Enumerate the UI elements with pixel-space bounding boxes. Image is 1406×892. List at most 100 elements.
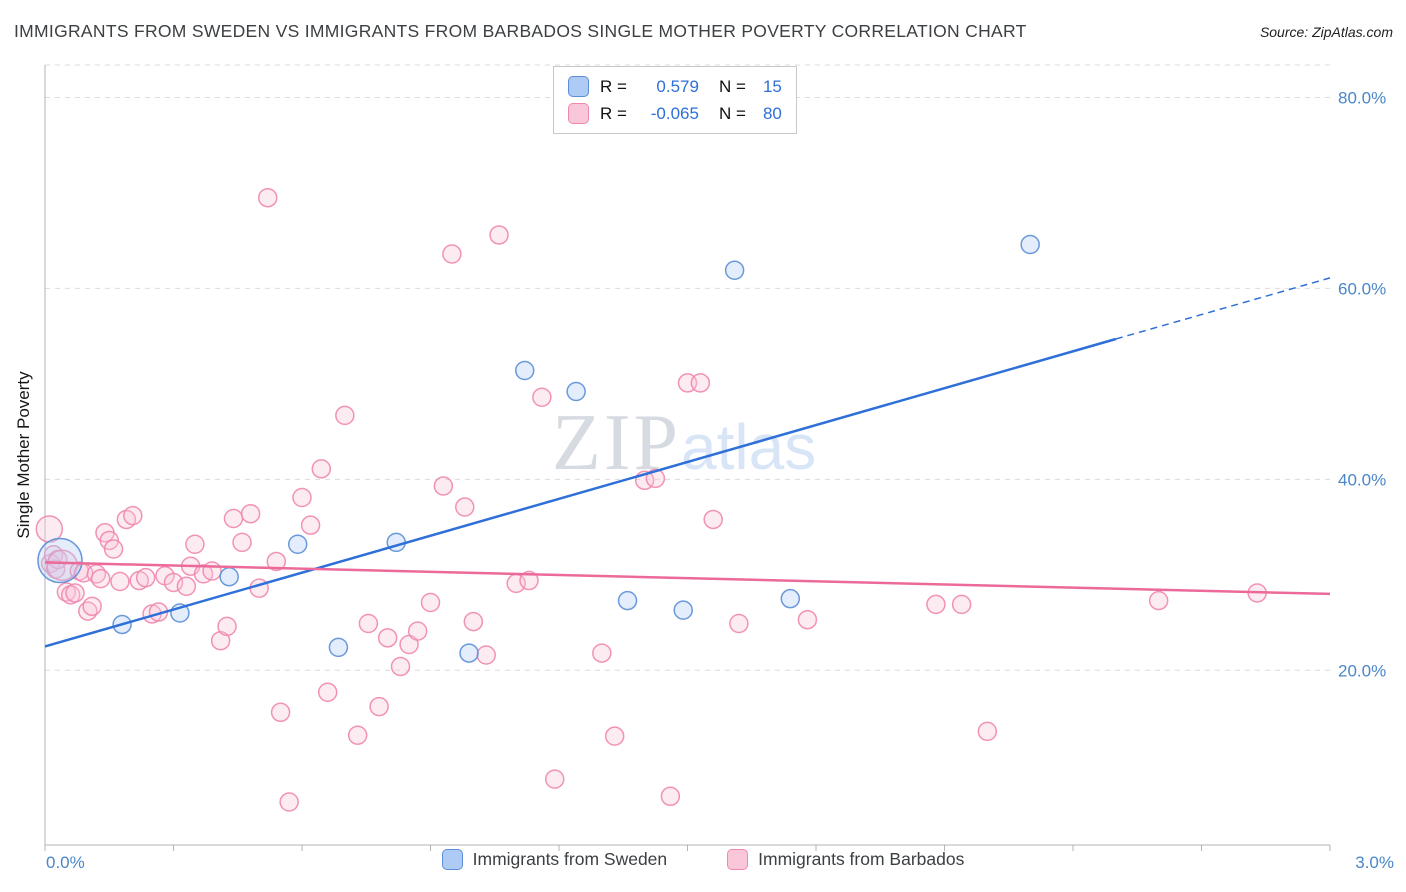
sweden-legend-swatch-icon (441, 849, 463, 870)
r-value-sweden: 0.579 (656, 76, 699, 96)
scatter-point (311, 459, 332, 479)
r-value-barbados: -0.065 (650, 103, 699, 123)
n-label: N = (718, 76, 746, 96)
y-axis-title: Single Mother Poverty (14, 371, 33, 539)
y-axis-tick-label: 40.0% (1338, 470, 1386, 489)
scatter-point (729, 613, 749, 634)
scatter-point (1020, 234, 1040, 255)
n-value-sweden: 15 (762, 76, 782, 96)
scatter-point (797, 609, 818, 630)
scatter-point (223, 508, 244, 529)
scatter-point (544, 769, 565, 789)
scatter-point (617, 590, 638, 611)
scatter-point (514, 360, 535, 381)
scatter-point (358, 613, 379, 634)
legend-item-sweden-label: Immigrants from Sweden (472, 849, 668, 869)
sweden-swatch-icon (568, 76, 589, 97)
scatter-point (46, 549, 78, 582)
scatter-point (780, 588, 801, 609)
scatter-point (217, 616, 237, 637)
scatter-point (257, 187, 278, 208)
trendline (44, 561, 1331, 596)
y-axis-tick-label: 60.0% (1338, 279, 1386, 298)
scatter-point (185, 534, 205, 555)
trendline-solid (44, 337, 1117, 648)
legend-item-barbados-label: Immigrants from Barbados (758, 849, 965, 869)
source-link[interactable]: Source: ZipAtlas.com (1259, 24, 1393, 40)
r-label: R = (600, 103, 627, 123)
scatter-point (135, 567, 156, 588)
legend-item-sweden: Immigrants from Sweden (441, 849, 668, 870)
r-label: R = (600, 76, 627, 96)
scatter-point (110, 571, 130, 592)
scatter-point (335, 405, 355, 426)
watermark-atlas: atlas (681, 411, 817, 483)
scatter-point (123, 505, 143, 526)
scatter-point (673, 600, 693, 620)
scatter-point (103, 539, 124, 559)
watermark: ZIPatlas (552, 398, 816, 489)
n-label: N = (718, 103, 746, 123)
scatter-point (292, 487, 312, 508)
scatter-point (202, 561, 222, 581)
scatter-point (240, 503, 261, 524)
scatter-point (232, 532, 252, 553)
scatter-point (390, 656, 411, 677)
scatter-point (420, 592, 441, 613)
legend-row-sweden: R = 0.579 N = 15 (568, 76, 782, 97)
trendline-dashed (1115, 277, 1331, 340)
scatter-point (433, 476, 454, 496)
scatter-point (82, 596, 102, 617)
scatter-point (703, 509, 723, 530)
scatter-point (407, 621, 428, 641)
scatter-point (592, 643, 612, 663)
y-axis-tick-label: 80.0% (1338, 88, 1386, 107)
watermark-zip: ZIP (552, 399, 681, 487)
scatter-point (442, 244, 462, 264)
scatter-point (176, 576, 197, 597)
scatter-point (90, 568, 111, 589)
n-value-barbados: 80 (762, 103, 782, 123)
scatter-point (317, 682, 338, 702)
scatter-point (566, 381, 586, 402)
scatter-point (300, 515, 321, 535)
correlation-legend-box: R = 0.579 N = 15 R = -0.065 N = 80 (553, 66, 797, 134)
scatter-point (279, 792, 299, 812)
scatter-point (459, 643, 479, 663)
scatter-point (37, 537, 83, 584)
scatter-point (604, 726, 625, 746)
scatter-point (455, 497, 475, 517)
scatter-point (660, 786, 681, 807)
scatter-point (645, 468, 666, 489)
legend-row-barbados: R = -0.065 N = 80 (568, 103, 782, 124)
scatter-point (724, 260, 745, 281)
scatter-point (532, 387, 552, 407)
scatter-point (219, 566, 239, 587)
scatter-point (270, 702, 291, 723)
chart-legend: Immigrants from Sweden Immigrants from B… (0, 849, 1406, 870)
scatter-point (977, 721, 998, 742)
page-title: IMMIGRANTS FROM SWEDEN VS IMMIGRANTS FRO… (14, 21, 1027, 41)
scatter-point (476, 645, 496, 665)
scatter-point (328, 637, 349, 658)
scatter-point (347, 725, 368, 745)
legend-item-barbados: Immigrants from Barbados (727, 849, 964, 870)
scatter-point (951, 594, 972, 615)
scatter-point (369, 696, 389, 717)
y-axis-tick-label: 20.0% (1338, 661, 1386, 680)
scatter-point (463, 611, 484, 632)
scatter-point (266, 551, 287, 572)
scatter-point (489, 225, 509, 245)
scatter-point (65, 583, 85, 603)
scatter-point (690, 373, 711, 393)
scatter-point (287, 534, 308, 555)
barbados-legend-swatch-icon (727, 849, 749, 870)
x-axis-max-label: 3.0% (1355, 853, 1394, 872)
scatter-point (519, 570, 539, 591)
scatter-point (926, 594, 946, 615)
scatter-point (377, 628, 398, 648)
scatter-point (1148, 590, 1169, 611)
barbados-swatch-icon (568, 103, 589, 124)
x-axis-min-label: 0.0% (46, 853, 85, 872)
